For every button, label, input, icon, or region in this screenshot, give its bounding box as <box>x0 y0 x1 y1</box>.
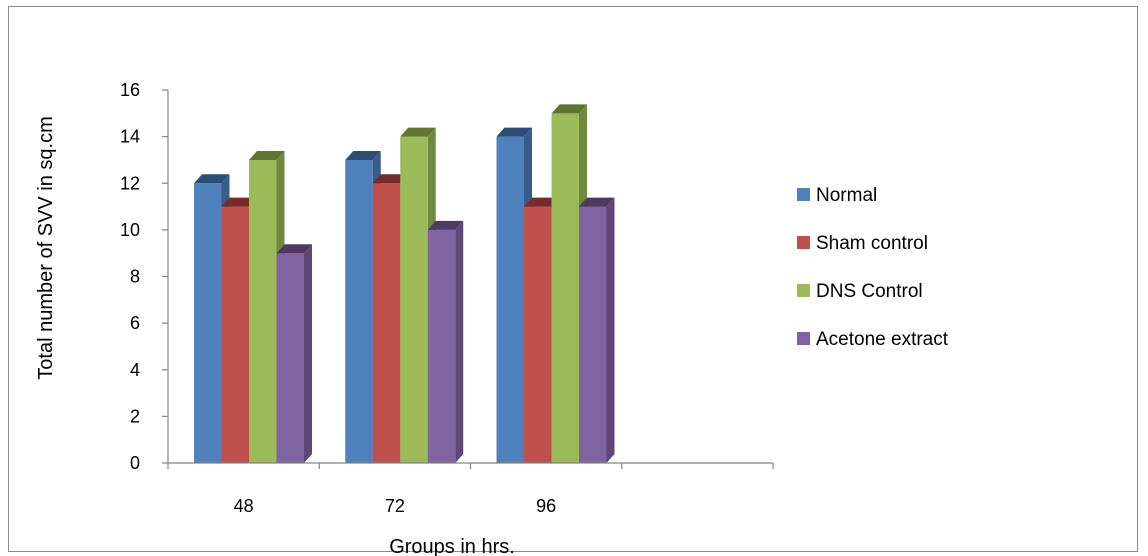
bar-front-face <box>579 207 607 463</box>
bar-front-face <box>552 113 580 463</box>
y-tick-label: 8 <box>130 267 140 287</box>
x-tick-label: 72 <box>385 496 405 516</box>
bar <box>428 221 464 463</box>
bar-front-face <box>373 183 401 463</box>
bar-front-face <box>249 160 277 463</box>
y-tick-label: 16 <box>120 80 140 100</box>
x-axis-title: Groups in hrs. <box>389 536 515 556</box>
legend-swatch <box>797 332 810 345</box>
y-tick-label: 10 <box>120 220 140 240</box>
legend-swatch <box>797 188 810 201</box>
bar-front-face <box>194 183 222 463</box>
bar <box>579 198 615 463</box>
legend-label: DNS Control <box>816 281 923 302</box>
bar-front-face <box>277 253 305 463</box>
y-tick-label: 0 <box>130 453 140 473</box>
legend: Normal Sham control DNS Control Acetone ext… <box>797 185 949 350</box>
legend-label: Sham control <box>816 233 928 254</box>
legend-label: Acetone extract <box>816 329 949 350</box>
y-tick-label: 12 <box>120 173 140 193</box>
bars-layer <box>194 104 615 463</box>
bar-side-face <box>455 221 463 463</box>
bar-front-face <box>428 230 456 463</box>
bar <box>277 244 313 463</box>
legend-swatch <box>797 236 810 249</box>
y-tick-label: 2 <box>130 406 140 426</box>
legend-swatch <box>797 284 810 297</box>
legend-label: Normal <box>816 185 877 206</box>
y-tick-label: 4 <box>130 360 140 380</box>
y-tick-label: 6 <box>130 313 140 333</box>
y-axis-title: Total number of SVV in sq.cm <box>35 116 57 379</box>
x-tick-label: 96 <box>536 496 556 516</box>
bar-front-face <box>400 137 428 463</box>
y-tick-label: 14 <box>120 127 140 147</box>
x-tick-label: 48 <box>234 496 254 516</box>
bar-front-face <box>345 160 373 463</box>
bar-side-face <box>607 198 615 463</box>
bar-front-face <box>524 207 552 463</box>
bar-front-face <box>222 207 250 463</box>
bar-front-face <box>497 137 525 463</box>
bar-side-face <box>304 244 312 463</box>
